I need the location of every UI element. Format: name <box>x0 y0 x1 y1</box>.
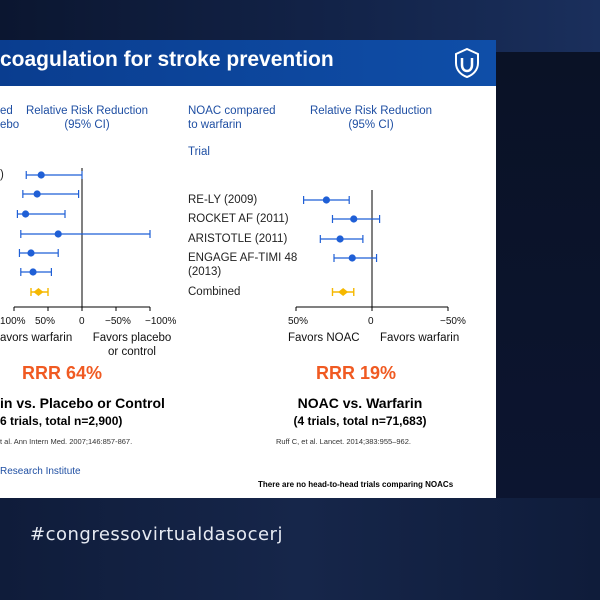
point-estimate <box>21 210 30 218</box>
presentation-slide: coagulation for stroke prevention ed ebo… <box>0 40 496 498</box>
combined-estimate-diamond <box>33 288 44 296</box>
left-tick-label: −100% <box>145 316 177 327</box>
point-estimate <box>54 230 62 238</box>
point-estimate <box>33 190 41 198</box>
right-favors-noac: Favors NOAC <box>288 332 360 344</box>
point-estimate <box>336 235 344 243</box>
forest-plots <box>13 168 449 311</box>
right-comparison-title: NOAC vs. Warfarin <box>297 395 423 411</box>
left-rrr-value: RRR 64% <box>22 363 103 383</box>
right-rrr-header-1: Relative Risk Reduction <box>309 105 433 117</box>
left-first-row-label: ) <box>0 169 4 181</box>
right-citation: Ruff C, et al. Lancet. 2014;383:955–962. <box>276 437 411 446</box>
point-estimate <box>350 215 358 223</box>
point-estimate <box>37 171 45 179</box>
combined-estimate-diamond <box>338 288 349 296</box>
left-header-label-2: ebo <box>0 119 20 131</box>
right-tick-label: 0 <box>368 316 374 327</box>
left-rrr-header-2: (95% CI) <box>64 119 110 131</box>
right-tick-label: 50% <box>288 316 309 327</box>
slide-title-bar <box>0 40 496 86</box>
right-background <box>496 52 600 498</box>
left-favors-placebo-2: or control <box>108 346 156 358</box>
trial-label-engage: ENGAGE AF-TIMI 48 <box>188 252 298 264</box>
left-favors-placebo-1: Favors placebo <box>92 332 172 344</box>
left-favors-warfarin: avors warfarin <box>0 332 73 344</box>
left-rrr-header-1: Relative Risk Reduction <box>25 105 149 117</box>
right-header-label-2: to warfarin <box>188 119 242 131</box>
left-comparison-title: in vs. Placebo or Control <box>0 395 165 411</box>
footer-note: There are no head-to-head trials compari… <box>258 480 454 489</box>
right-header-label-1: NOAC compared <box>188 105 276 117</box>
trial-label-rely: RE-LY (2009) <box>188 194 258 206</box>
trial-label-rocket: ROCKET AF (2011) <box>188 213 289 225</box>
right-rrr-header-2: (95% CI) <box>348 119 394 131</box>
trial-label-combined: Combined <box>188 286 241 298</box>
left-citation: t al. Ann Intern Med. 2007;146:857-867. <box>0 437 133 446</box>
right-favors-warfarin: Favors warfarin <box>380 332 460 344</box>
point-estimate <box>27 249 35 257</box>
bottom-banner <box>0 498 600 600</box>
left-tick-label: 0 <box>79 316 85 327</box>
trial-column-header: Trial <box>188 146 210 158</box>
trial-label-aristotle: ARISTOTLE (2011) <box>188 233 288 245</box>
right-tick-label: −50% <box>440 316 466 327</box>
left-tick-label: −50% <box>105 316 131 327</box>
slide-title: coagulation for stroke prevention <box>0 48 334 71</box>
left-comparison-subtitle: 6 trials, total n=2,900) <box>0 414 123 428</box>
left-header-label-1: ed <box>0 105 13 117</box>
hashtag-text: #congressovirtualdasocerj <box>30 524 283 545</box>
point-estimate <box>348 254 356 262</box>
shield-logo-icon <box>455 48 479 78</box>
left-tick-label: 100% <box>0 316 26 327</box>
right-rrr-value: RRR 19% <box>316 363 397 383</box>
trial-label-engage-year: (2013) <box>188 266 222 278</box>
point-estimate <box>322 196 330 204</box>
right-comparison-subtitle: (4 trials, total n=71,683) <box>293 414 427 428</box>
footer-institute: Research Institute <box>0 466 81 477</box>
left-tick-label: 50% <box>35 316 56 327</box>
point-estimate <box>29 268 37 276</box>
